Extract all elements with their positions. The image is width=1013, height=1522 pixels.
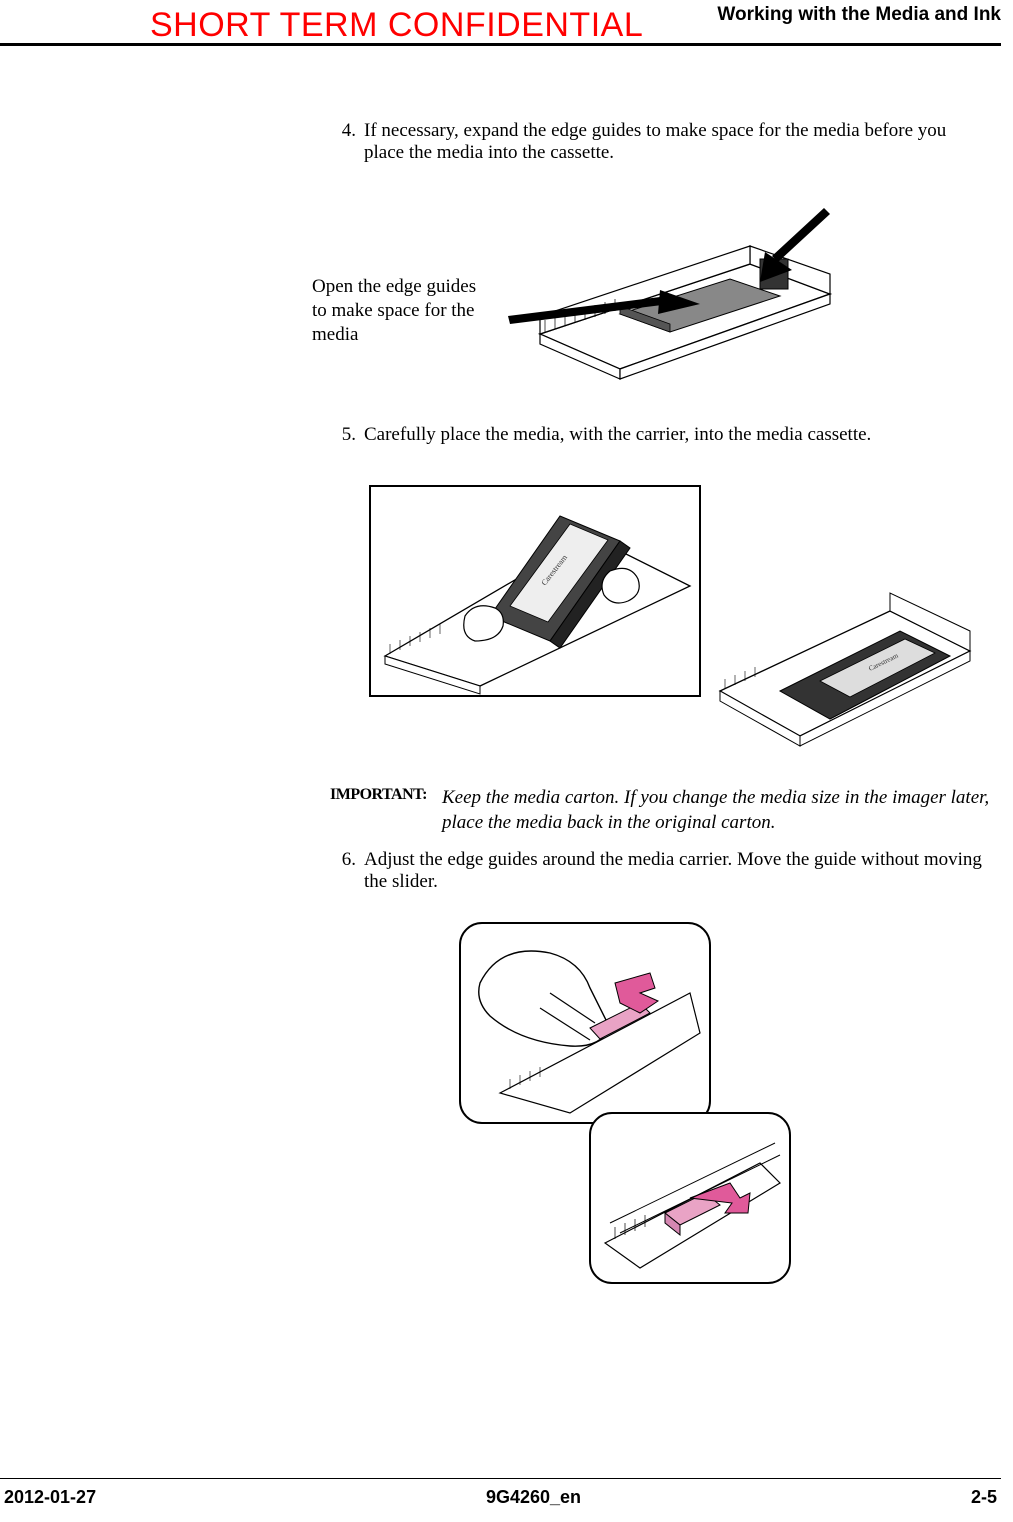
figure-place-media: Carestream Carestream <box>360 476 990 756</box>
header-rule <box>0 43 1001 46</box>
step-number: 6. <box>330 849 356 893</box>
footer-docid: 9G4260_en <box>486 1487 581 1508</box>
footer-page: 2-5 <box>971 1487 997 1508</box>
figure-edge-guides <box>500 204 990 384</box>
step-number: 5. <box>330 424 356 446</box>
step-6: 6. Adjust the edge guides around the med… <box>330 849 990 893</box>
footer-date: 2012-01-27 <box>4 1487 96 1508</box>
step-4: 4. If necessary, expand the edge guides … <box>330 120 990 164</box>
figure-callout: Open the edge guides to make space for t… <box>312 275 492 346</box>
important-note: IMPORTANT: Keep the media carton. If you… <box>330 786 990 835</box>
step-text: Adjust the edge guides around the media … <box>356 849 990 893</box>
footer-rule <box>0 1478 1001 1480</box>
step-text: Carefully place the media, with the carr… <box>356 424 871 446</box>
important-label: IMPORTANT: <box>330 786 442 835</box>
step-number: 4. <box>330 120 356 164</box>
section-title: Working with the Media and Ink <box>717 4 1001 26</box>
step-text: If necessary, expand the edge guides to … <box>356 120 990 164</box>
figure-adjust-guides <box>440 913 990 1293</box>
important-text: Keep the media carton. If you change the… <box>442 786 990 835</box>
confidential-watermark: SHORT TERM CONFIDENTIAL <box>150 6 643 45</box>
page-header: Working with the Media and Ink SHORT TER… <box>0 0 1013 50</box>
page-footer: 2012-01-27 9G4260_en 2-5 <box>0 1478 1001 1509</box>
step-5: 5. Carefully place the media, with the c… <box>330 424 990 446</box>
